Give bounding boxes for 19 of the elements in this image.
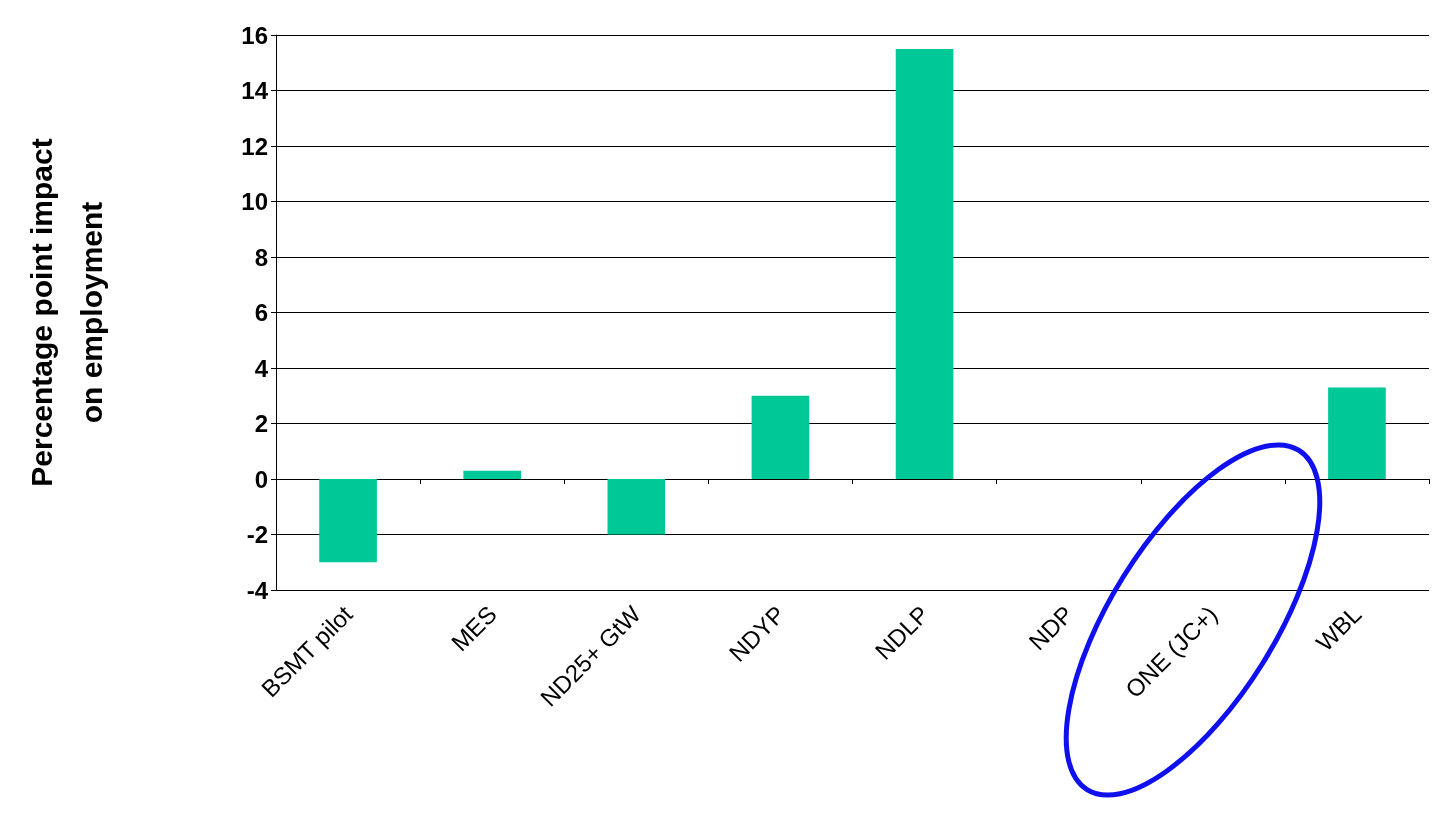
y-tick-label: 2 [254,410,268,437]
bar [895,48,954,479]
bar [1328,387,1386,479]
bar [319,479,377,563]
y-tick-label: 12 [241,132,268,160]
y-tick-label: 4 [254,354,269,382]
y-tick-label: 16 [241,21,268,49]
y-tick-label: 6 [254,299,268,326]
bar [751,395,810,479]
y-tick-label: -2 [246,521,268,548]
y-tick-label: 10 [241,188,268,215]
x-tick-label: WBL [1310,600,1367,657]
bar [463,470,522,479]
y-tick-label: 0 [254,465,268,493]
y-axis-title: Percentage point impact on employment [24,138,108,487]
y-tick-label: 14 [241,77,269,104]
bar [607,479,666,535]
y-tick-label: 8 [254,243,268,271]
y-tick-label: -4 [246,576,269,604]
